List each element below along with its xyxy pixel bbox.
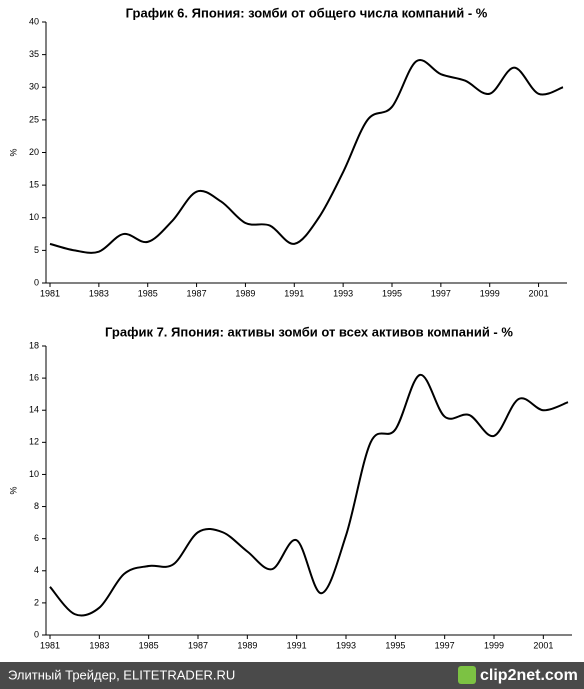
y-tick-label: 5 [34, 245, 39, 255]
footer-source: Элитный Трейдер, ELITETRADER.RU [8, 667, 235, 682]
y-tick-label: 4 [34, 565, 39, 575]
x-tick-label: 1989 [237, 640, 257, 650]
y-tick-label: 10 [29, 212, 39, 222]
x-tick-label: 1997 [435, 640, 455, 650]
x-tick-label: 1989 [235, 288, 255, 298]
x-tick-label: 1983 [89, 640, 109, 650]
x-tick-label: 1987 [187, 288, 207, 298]
y-tick-label: 25 [29, 114, 39, 124]
x-tick-label: 1985 [138, 288, 158, 298]
x-tick-label: 2001 [533, 640, 553, 650]
series-line [49, 59, 564, 254]
footer-watermark: clip2net.com [480, 667, 578, 684]
x-tick-label: 1991 [287, 640, 307, 650]
footer-bar [0, 662, 584, 689]
y-tick-label: 14 [29, 405, 39, 415]
y-tick-label: 6 [34, 533, 39, 543]
x-tick-label: 1999 [480, 288, 500, 298]
y-tick-label: 0 [34, 277, 39, 287]
y-tick-label: 10 [29, 469, 39, 479]
x-tick-label: 2001 [529, 288, 549, 298]
x-tick-label: 1991 [284, 288, 304, 298]
x-tick-label: 1995 [385, 640, 405, 650]
y-tick-label: 30 [29, 82, 39, 92]
y-tick-label: 35 [29, 49, 39, 59]
x-tick-label: 1993 [333, 288, 353, 298]
y-tick-label: 12 [29, 437, 39, 447]
y-axis-label: % [8, 148, 18, 156]
x-tick-label: 1985 [139, 640, 159, 650]
y-tick-label: 15 [29, 180, 39, 190]
x-tick-label: 1999 [484, 640, 504, 650]
series-line [49, 373, 569, 617]
y-tick-label: 16 [29, 372, 39, 382]
y-tick-label: 18 [29, 340, 39, 350]
x-tick-label: 1987 [188, 640, 208, 650]
x-tick-label: 1993 [336, 640, 356, 650]
x-tick-label: 1997 [431, 288, 451, 298]
x-tick-label: 1981 [40, 640, 60, 650]
y-tick-label: 40 [29, 16, 39, 26]
y-tick-label: 8 [34, 501, 39, 511]
x-tick-label: 1983 [89, 288, 109, 298]
y-tick-label: 2 [34, 597, 39, 607]
chart-title: График 7. Япония: активы зомби от всех а… [105, 324, 513, 339]
y-tick-label: 20 [29, 147, 39, 157]
chart-title: График 6. Япония: зомби от общего числа … [126, 5, 488, 20]
x-tick-label: 1981 [40, 288, 60, 298]
x-tick-label: 1995 [382, 288, 402, 298]
logo-icon [458, 666, 476, 684]
y-axis-label: % [8, 486, 18, 494]
y-tick-label: 0 [34, 629, 39, 639]
